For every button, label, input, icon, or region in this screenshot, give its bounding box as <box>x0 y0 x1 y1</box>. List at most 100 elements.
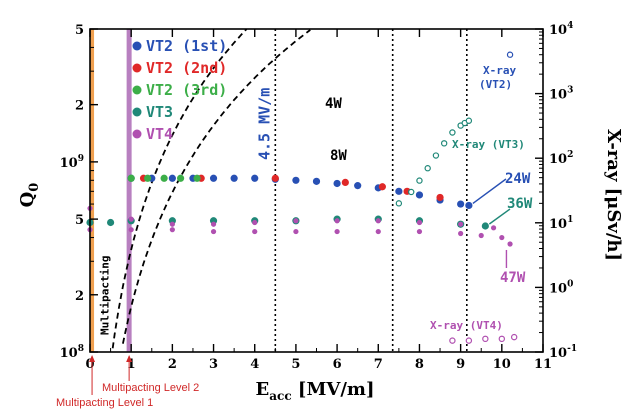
point-6-4 <box>432 152 440 159</box>
y-axis-title: Q0 <box>17 183 42 208</box>
x-tick-label-0: 0 <box>85 357 94 372</box>
multipacting-bands <box>90 29 132 352</box>
point-5-7 <box>375 218 381 224</box>
point-4-1 <box>128 227 134 233</box>
multipacting-level1-arrow <box>89 355 96 362</box>
legend-label-2: VT2 (3rd) <box>146 81 227 99</box>
x-tick-label-6: 6 <box>333 357 342 372</box>
point-0-9 <box>312 177 321 185</box>
y2-axis-title: X-ray [μSv/h] <box>603 129 624 261</box>
x-tick-label-11: 11 <box>534 357 552 372</box>
point-3-11 <box>481 222 489 230</box>
series-7 <box>506 51 514 58</box>
point-3-1 <box>106 218 115 227</box>
x-tick-label-5: 5 <box>291 357 300 372</box>
annotation-47w: 47W <box>500 270 526 286</box>
vertical-line-label: 4.5 MV/m <box>255 88 273 160</box>
power-curve-label-4w: 4W <box>325 96 342 112</box>
multipacting-level2-label: Multipacting Level 2 <box>102 382 199 394</box>
point-2-2 <box>160 174 168 182</box>
point-6-5 <box>440 140 448 147</box>
point-8-1 <box>465 337 473 344</box>
y2-tick-label-1: 100 <box>549 279 573 296</box>
point-0-4 <box>209 174 218 182</box>
point-0-14 <box>415 191 424 199</box>
point-6-2 <box>416 177 423 184</box>
point-4-2 <box>169 227 175 233</box>
y-tick-label-3: 109 <box>60 154 84 171</box>
multipacting-level1-band <box>90 29 95 352</box>
legend-marker-2 <box>132 85 142 95</box>
multipacting-level2-band <box>126 29 132 352</box>
point-4-8 <box>416 228 423 235</box>
point-6-1 <box>408 188 415 196</box>
annotation-24w: 24W <box>505 171 531 187</box>
multipacting-level1-label: Multipacting Level 1 <box>56 397 153 409</box>
point-5-9 <box>458 221 464 227</box>
point-1-2 <box>271 174 279 182</box>
series-8 <box>449 333 518 344</box>
annotation-xray-vt4: X-ray (VT4) <box>430 319 503 332</box>
point-5-6 <box>334 218 340 224</box>
point-0-13 <box>395 187 403 195</box>
point-8-2 <box>482 335 489 343</box>
point-6-0 <box>395 200 403 207</box>
point-6-6 <box>449 129 456 136</box>
point-4-9 <box>458 230 464 237</box>
point-4-3 <box>210 228 217 235</box>
y-tick-label-1: 2 <box>75 289 84 304</box>
point-0-6 <box>251 174 259 182</box>
series-6 <box>395 117 473 207</box>
y2-tick-label-5: 104 <box>549 21 573 38</box>
series-5 <box>87 205 497 231</box>
point-2-4 <box>193 174 201 182</box>
data-marks <box>86 51 518 344</box>
point-8-0 <box>449 337 456 344</box>
point-1-4 <box>378 183 386 191</box>
power-curve-label-8w: 8W <box>330 148 347 164</box>
y2-tick-label-4: 103 <box>549 86 573 103</box>
power-curve-4W <box>111 28 248 349</box>
point-0-16 <box>457 200 465 208</box>
point-0-10 <box>333 179 341 188</box>
series-4 <box>87 227 513 247</box>
point-5-2 <box>169 221 175 227</box>
point-4-10 <box>478 232 484 239</box>
legend-label-0: VT2 (1st) <box>146 37 227 55</box>
point-4-6 <box>334 228 340 235</box>
plot-border <box>89 28 544 353</box>
series-1 <box>139 174 444 202</box>
legend-marker-0 <box>132 41 142 51</box>
legend-label-3: VT3 <box>146 103 173 121</box>
point-2-1 <box>144 174 152 182</box>
annotation-xray-vt2-1: X-ray <box>483 64 516 77</box>
point-1-6 <box>436 193 444 202</box>
multipacting-level2-arrow <box>126 355 133 362</box>
multipacting-band-label: Multipacting <box>99 256 112 335</box>
y2-tick-label-3: 102 <box>549 150 573 167</box>
annotation-36w-arrow <box>488 208 511 225</box>
point-8-3 <box>498 335 506 343</box>
x-tick-label-4: 4 <box>250 357 259 372</box>
x-tick-label-2: 2 <box>168 357 177 372</box>
point-4-7 <box>375 228 381 235</box>
point-8-4 <box>510 333 518 341</box>
y-tick-label-0: 108 <box>60 344 84 361</box>
point-5-10 <box>490 225 497 231</box>
point-5-4 <box>252 219 258 226</box>
x-tick-label-1: 1 <box>127 357 136 372</box>
annotation-xray-vt2-2: (VT2) <box>479 78 512 91</box>
legend-label-1: VT2 (2nd) <box>146 59 227 77</box>
power-curve-8W <box>122 29 311 344</box>
point-0-17 <box>465 201 473 210</box>
point-0-8 <box>292 176 300 184</box>
annotation-24w-arrow <box>472 178 507 205</box>
y-tick-label-4: 2 <box>75 99 84 114</box>
x-axis-title: Eacc [MV/m] <box>256 379 375 403</box>
point-1-3 <box>341 178 349 186</box>
point-0-5 <box>230 174 238 182</box>
guide-lines <box>111 28 468 352</box>
annotation-36w: 36W <box>507 196 533 212</box>
